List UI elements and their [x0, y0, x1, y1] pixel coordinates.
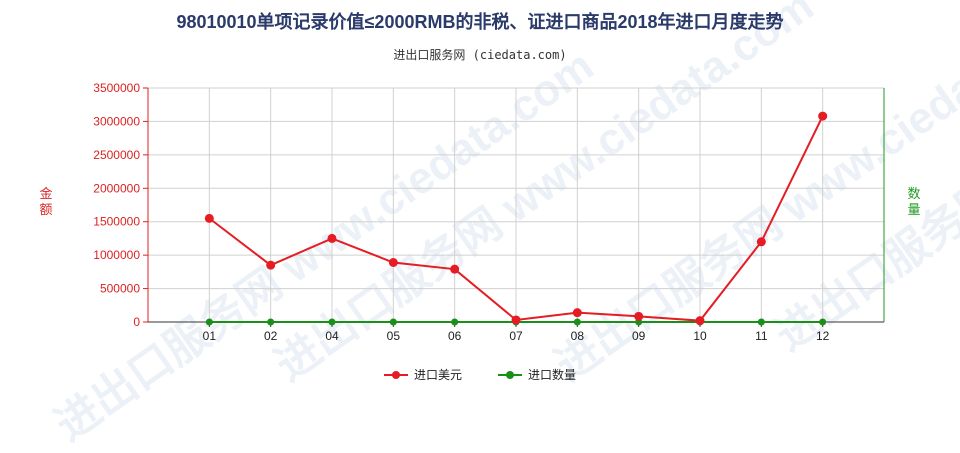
x-tick-label: 08: [571, 329, 585, 343]
legend-swatch-quantity: [498, 370, 522, 380]
data-point-amount: [756, 237, 766, 247]
y-tick-label: 3500000: [93, 81, 140, 95]
data-point-amount: [634, 311, 644, 321]
data-point-quantity: [389, 318, 397, 326]
legend-item-quantity[interactable]: 进口数量: [498, 366, 576, 383]
legend-item-amount[interactable]: 进口美元: [383, 366, 462, 383]
data-point-quantity: [451, 318, 459, 326]
legend-label-quantity: 进口数量: [528, 368, 577, 382]
data-point-quantity: [573, 318, 581, 326]
x-tick-label: 11: [755, 329, 768, 343]
x-tick-label: 10: [693, 329, 707, 343]
chart-subtitle: 进出口服务网 (ciedata.com): [393, 48, 567, 62]
chart-title: 98010010单项记录价值≤2000RMB的非税、证进口商品2018年进口月度…: [176, 12, 784, 32]
x-tick-label: 12: [816, 329, 830, 343]
data-point-quantity: [757, 318, 765, 326]
legend-swatch-amount: [383, 370, 408, 380]
x-tick-label: 09: [632, 329, 646, 343]
x-tick-label: 01: [203, 329, 217, 343]
y-tick-label: 2500000: [93, 148, 140, 162]
y-tick-label: 3000000: [93, 114, 140, 128]
series-layer: [204, 111, 828, 326]
y-tick-label: 1000000: [93, 248, 140, 262]
y-tick-labels: 3500000 3000000 2500000 2000000 1500000 10000…: [93, 81, 140, 329]
data-point-quantity: [328, 318, 336, 326]
x-tick-label: 02: [264, 329, 278, 343]
x-tick-label: 06: [448, 329, 462, 343]
y-tick-label: 2000000: [93, 181, 140, 195]
data-point-amount: [511, 315, 521, 325]
axes: [143, 87, 885, 327]
data-point-amount: [204, 213, 214, 223]
x-tick-label: 07: [509, 329, 523, 343]
data-point-amount: [388, 257, 398, 267]
legend: 进口美元 进口数量: [0, 366, 960, 383]
grid-lines: [148, 87, 884, 322]
y-tick-label: 500000: [100, 282, 140, 296]
legend-label-amount: 进口美元: [413, 368, 462, 382]
x-tick-label: 04: [325, 329, 339, 343]
data-point-quantity: [819, 318, 827, 326]
data-point-amount: [818, 111, 828, 121]
data-point-amount: [695, 316, 705, 326]
x-tick-label: 05: [387, 329, 401, 343]
data-point-amount: [327, 233, 337, 243]
y-tick-label: 1500000: [93, 215, 140, 229]
data-point-amount: [572, 308, 582, 318]
x-tick-labels: 01 02 04 05 06 07 08 09 10 11 12: [203, 329, 830, 343]
data-point-quantity: [205, 318, 213, 326]
y-tick-label: 0: [133, 315, 140, 329]
line-chart: 3500000 3000000 2500000 2000000 1500000 10000…: [93, 81, 885, 343]
y-axis-label-right: 数量: [907, 186, 921, 217]
data-point-amount: [450, 264, 460, 274]
y-axis-label-left: 金额: [39, 186, 53, 217]
data-point-amount: [266, 260, 276, 270]
data-point-quantity: [267, 318, 275, 326]
